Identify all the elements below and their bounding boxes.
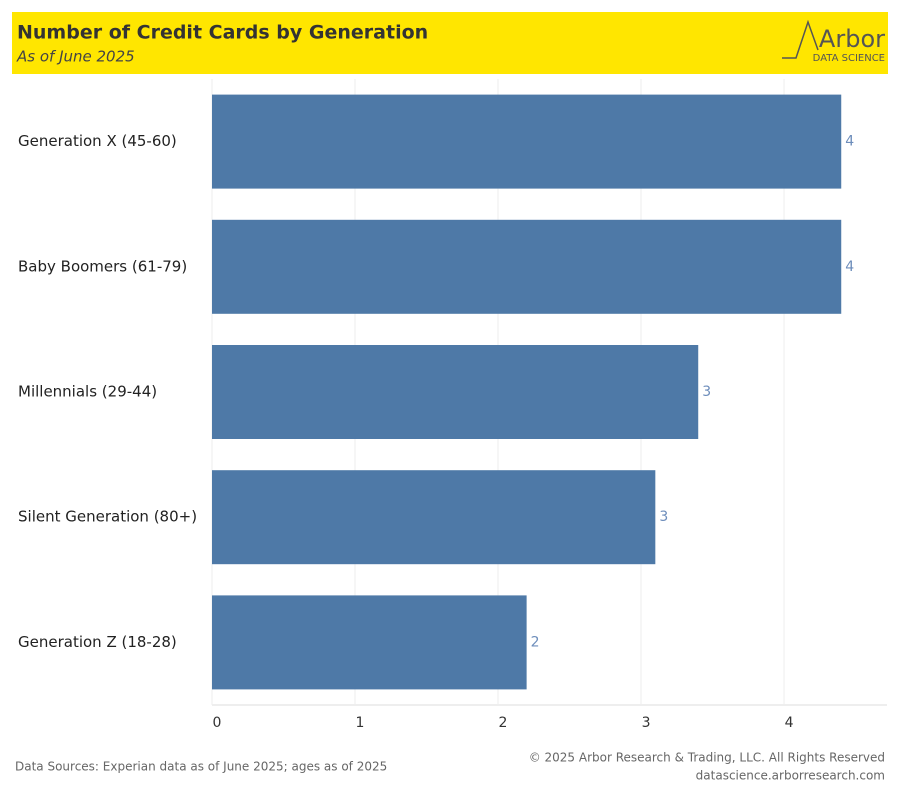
bar	[212, 345, 699, 439]
logo-text: Arbor	[819, 25, 885, 53]
bar	[212, 94, 842, 189]
y-tick-label: Generation Z (18-28)	[18, 633, 177, 651]
y-tick-label: Millennials (29-44)	[18, 383, 157, 401]
value-label: 4	[845, 134, 854, 150]
y-tick-label: Generation X (45-60)	[18, 132, 177, 150]
chart-subtitle: As of June 2025	[16, 48, 135, 66]
logo-subtext: DATA SCIENCE	[813, 53, 885, 64]
x-tick-label: 0	[213, 715, 222, 731]
bar	[212, 595, 527, 690]
x-tick-label: 3	[642, 715, 651, 731]
website: datascience.arborresearch.com	[696, 769, 885, 783]
copyright: © 2025 Arbor Research & Trading, LLC. Al…	[529, 751, 885, 765]
y-tick-label: Baby Boomers (61-79)	[18, 257, 187, 275]
x-tick-label: 2	[499, 715, 508, 731]
header-band	[12, 12, 888, 74]
x-tick-label: 4	[785, 715, 794, 731]
value-label: 3	[659, 509, 668, 525]
logo-mark	[782, 19, 819, 59]
chart-title: Number of Credit Cards by Generation	[17, 22, 428, 44]
value-label: 2	[531, 634, 540, 650]
bar	[212, 470, 656, 565]
x-tick-label: 1	[356, 715, 365, 731]
value-label: 3	[702, 384, 711, 400]
bar	[212, 219, 842, 314]
y-tick-label: Silent Generation (80+)	[18, 508, 197, 526]
value-label: 4	[845, 259, 854, 275]
source-note: Data Sources: Experian data as of June 2…	[15, 760, 387, 774]
